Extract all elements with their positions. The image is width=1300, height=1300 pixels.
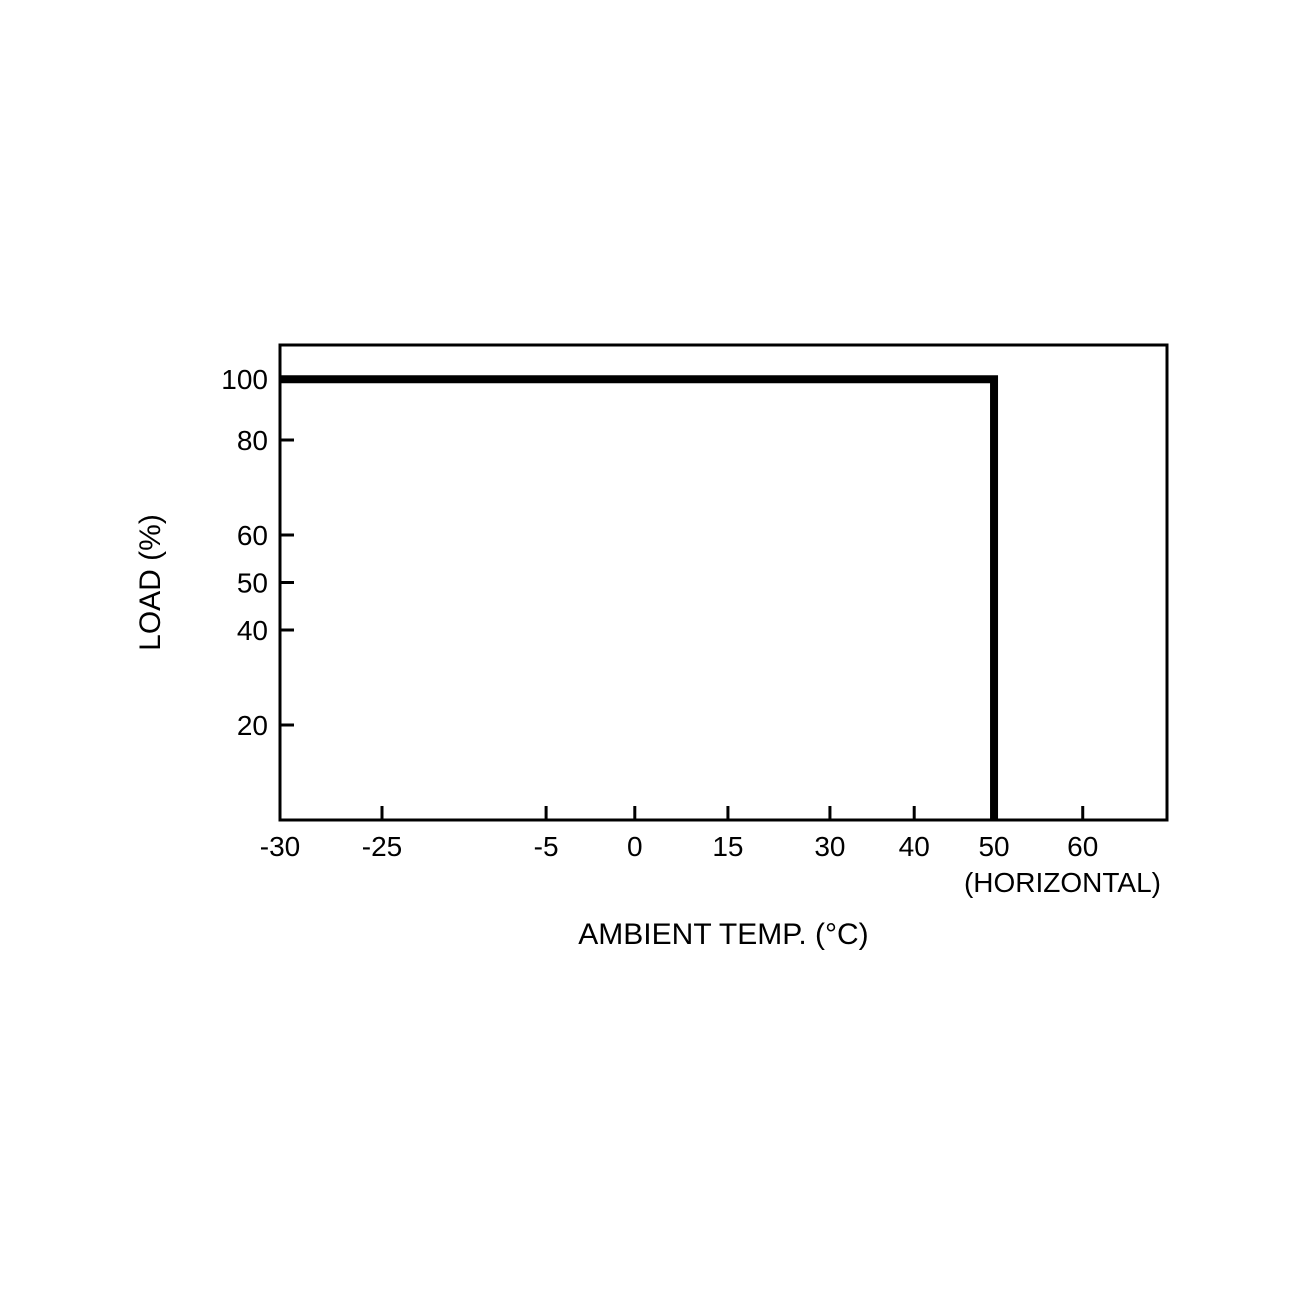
- y-tick-label: 80: [237, 425, 268, 456]
- x-tick-label: 30: [814, 831, 845, 862]
- derating-chart: -30 -25 -5 0 15 30 40 50 60 20 40 50 60 80 100 LOAD (%)…: [0, 0, 1300, 1300]
- y-tick-label: 60: [237, 520, 268, 551]
- x-tick-label: 0: [627, 831, 643, 862]
- x-axis-sublabel: (HORIZONTAL): [964, 867, 1161, 898]
- y-tick-label: 40: [237, 615, 268, 646]
- y-tick-label: 50: [237, 567, 268, 598]
- x-tick-label: -30: [260, 831, 300, 862]
- y-tick-label: 100: [221, 364, 268, 395]
- x-tick-label: 60: [1067, 831, 1098, 862]
- x-tick-label: 15: [712, 831, 743, 862]
- x-tick-label: -25: [362, 831, 402, 862]
- x-tick-label: -5: [534, 831, 559, 862]
- y-axis-label: LOAD (%): [134, 514, 167, 651]
- x-tick-label: 50: [978, 831, 1009, 862]
- chart-svg: -30 -25 -5 0 15 30 40 50 60 20 40 50 60 80 100 LOAD (%)…: [0, 0, 1300, 1300]
- x-tick-label: 40: [899, 831, 930, 862]
- y-tick-label: 20: [237, 710, 268, 741]
- x-axis-label: AMBIENT TEMP. (°C): [578, 918, 868, 951]
- chart-background: [0, 0, 1300, 1300]
